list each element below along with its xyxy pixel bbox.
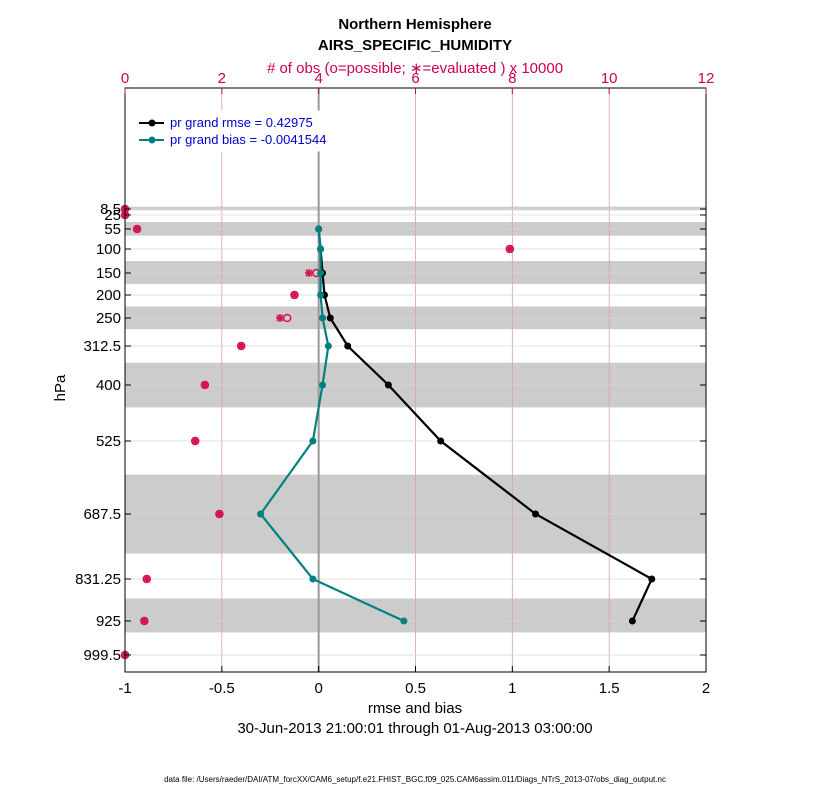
x-axis-label: rmse and bias [368, 700, 462, 717]
top-tick-label: 0 [121, 70, 129, 87]
top-tick-label: 4 [314, 70, 322, 87]
obs-evaluated-marker [200, 381, 209, 389]
y-tick-label: 8.5 [100, 201, 121, 218]
top-tick-label: 6 [411, 70, 419, 87]
legend: pr grand rmse = 0.42975 pr grand bias = … [139, 115, 326, 147]
top-tick-label: 2 [218, 70, 226, 87]
rmse-point [532, 510, 540, 518]
top-tick-label: 10 [601, 70, 618, 87]
legend-box [132, 110, 360, 152]
obs-evaluated-stroke [215, 510, 223, 518]
bias-point [324, 342, 332, 350]
rmse-point [384, 381, 392, 389]
obs-evaluated-marker [290, 291, 299, 299]
top-axis-label: # of obs (o=possible; ∗=evaluated ) x 10… [267, 60, 563, 77]
bias-line [259, 228, 405, 622]
obs-evaluated-stroke [143, 575, 151, 583]
y-tick-label: 250 [96, 310, 121, 327]
x-tick-label: 2 [702, 680, 710, 697]
y-tick-label: 200 [96, 287, 121, 304]
y-tick-label: 100 [96, 241, 121, 258]
bias-point [317, 291, 325, 299]
legend-rmse-label: pr grand rmse = 0.42975 [170, 115, 313, 130]
obs-evaluated-stroke [276, 314, 284, 322]
x-tick-label: -0.5 [209, 680, 235, 697]
rmse-point [648, 575, 656, 583]
y-tick-label: 150 [96, 265, 121, 282]
x-tick-label: 0 [314, 680, 322, 697]
y-tick-label: 25 [104, 207, 121, 224]
bias-point [319, 381, 327, 389]
obs-evaluated-stroke [305, 269, 313, 277]
obs-evaluated-stroke [506, 245, 514, 253]
legend-bias-marker [148, 136, 156, 144]
bias-point [309, 575, 317, 583]
axes [124, 87, 707, 673]
x-tick-label: 1 [508, 680, 516, 697]
obs-evaluated-stroke [201, 381, 209, 389]
x-tick-label: 0.5 [405, 680, 426, 697]
y-tick-label: 831.25 [75, 571, 121, 588]
bias-point [317, 269, 325, 277]
rmse-point [344, 342, 352, 350]
obs-evaluated-marker [505, 245, 514, 253]
bias-point [319, 314, 327, 322]
y-tick-label: 312.5 [83, 338, 121, 355]
obs-evaluated-marker [304, 269, 313, 277]
bias-point [400, 617, 408, 625]
obs-evaluated-stroke [191, 437, 199, 445]
obs-evaluated-stroke [290, 291, 299, 299]
top-tick-label: 12 [698, 70, 715, 87]
obs-evaluated-stroke [133, 225, 141, 233]
bias-point [309, 437, 317, 445]
obs-evaluated-marker [140, 617, 149, 625]
chart-title: Northern Hemisphere [338, 16, 491, 33]
obs-evaluated-stroke [140, 617, 148, 625]
obs-evaluated-marker [275, 314, 284, 322]
top-tick-label: 8 [508, 70, 516, 87]
bias-point [257, 510, 265, 518]
footer-data-file: data file: /Users/raeder/DAI/ATM_forcXX/… [164, 775, 666, 784]
y-tick-label: 925 [96, 613, 121, 630]
y-tick-label: 525 [96, 433, 121, 450]
bias-point [315, 225, 323, 233]
obs-evaluated-stroke [237, 342, 245, 350]
date-range: 30-Jun-2013 21:00:01 through 01-Aug-2013… [237, 720, 592, 737]
chart-subtitle: AIRS_SPECIFIC_HUMIDITY [318, 37, 512, 54]
obs-evaluated-marker [215, 510, 224, 518]
rmse-line [317, 228, 654, 622]
x-tick-label: -1 [118, 680, 131, 697]
legend-rmse-marker [148, 119, 156, 127]
rmse-point [628, 617, 636, 625]
y-tick-label: 999.5 [83, 647, 121, 664]
series-lines [257, 225, 656, 625]
y-tick-label: 400 [96, 377, 121, 394]
bias-point [317, 245, 325, 253]
obs-evaluated-marker [142, 575, 151, 583]
y-tick-label: 687.5 [83, 506, 121, 523]
legend-bias-label: pr grand bias = -0.0041544 [170, 132, 326, 147]
rmse-point [437, 437, 445, 445]
x-tick-label: 1.5 [599, 680, 620, 697]
obs-evaluated-marker [237, 342, 246, 350]
y-axis-label: hPa [52, 374, 69, 401]
obs-evaluated-marker [191, 437, 200, 445]
rmse-point [326, 314, 334, 322]
obs-evaluated-marker [133, 225, 142, 233]
y-tick-label: 55 [104, 221, 121, 238]
